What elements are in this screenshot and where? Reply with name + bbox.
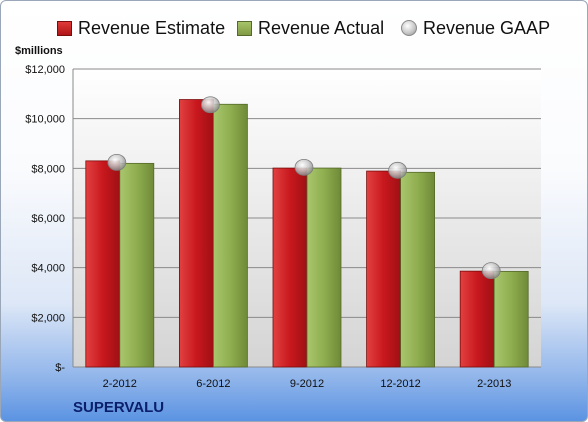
x-tick-label: 2-2012 [103,378,137,390]
point-revenue-gaap [294,158,314,176]
bar-revenue-estimate [178,99,214,368]
legend-swatch-estimate [57,20,72,36]
bar-revenue-estimate [85,160,121,368]
x-tick-label: 12-2012 [380,378,420,390]
x-tick-label: 6-2012 [196,378,230,390]
legend-label-estimate: Revenue Estimate [78,17,226,38]
y-tick-label: $4,000 [31,263,65,275]
y-unit-label: $millions [15,45,63,57]
bar-revenue-actual [212,103,248,368]
y-tick-label: $6,000 [31,213,65,225]
legend-item-actual: Revenue Actual [237,15,384,41]
bar-revenue-actual [119,162,155,368]
legend-item-estimate: Revenue Estimate [57,15,225,41]
company-name: SUPERVALU [73,399,165,416]
point-revenue-gaap [481,262,501,280]
bar-revenue-estimate [366,170,402,368]
y-tick-label: $8,000 [31,163,65,175]
y-tick-label: $12,000 [25,64,65,76]
y-tick-label: $- [55,362,65,374]
legend-item-gaap: Revenue GAAP [401,15,550,41]
bar-revenue-actual [493,270,529,368]
legend-swatch-actual [237,20,252,36]
point-revenue-gaap [200,96,220,114]
bar-revenue-actual [306,167,342,368]
x-tick-label: 9-2012 [290,378,324,390]
legend-label-gaap: Revenue GAAP [423,17,551,38]
x-tick-label: 2-2013 [477,378,511,390]
bar-revenue-actual [400,171,436,368]
y-tick-label: $2,000 [31,312,65,324]
legend-swatch-gaap [401,20,417,36]
bar-revenue-estimate [459,270,495,368]
point-revenue-gaap [388,161,408,179]
bar-revenue-estimate [272,167,308,368]
legend: Revenue Estimate Revenue Actual Revenue … [1,15,587,41]
point-revenue-gaap [107,153,127,171]
legend-label-actual: Revenue Actual [258,17,385,38]
y-tick-label: $10,000 [25,114,65,126]
